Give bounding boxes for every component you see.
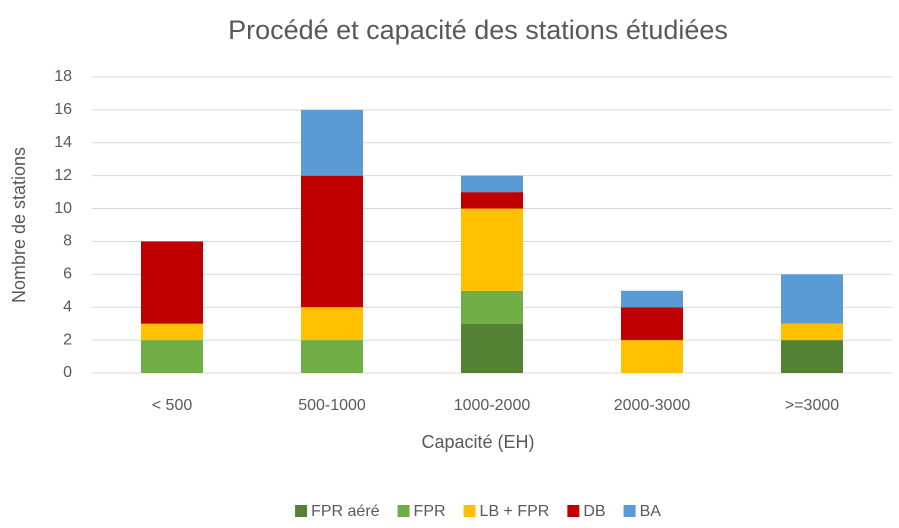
bar-segment: [141, 323, 203, 341]
x-tick-label: 500-1000: [298, 397, 366, 414]
legend-swatch: [463, 505, 476, 517]
bar-segment: [301, 340, 363, 373]
bar-segment: [461, 290, 523, 324]
y-tick-label: 2: [63, 331, 72, 348]
legend: FPR aéré FPR LB + FPR DB BA: [295, 503, 661, 520]
y-tick-label: 10: [54, 200, 72, 217]
bar-segment: [621, 340, 683, 373]
legend-swatch: [295, 505, 308, 517]
y-tick-label: 4: [63, 298, 72, 315]
chart-title: Procédé et capacité des stations étudiée…: [228, 15, 728, 45]
bar-segment: [461, 192, 523, 209]
x-tick-label: 1000-2000: [454, 397, 531, 414]
legend-label: FPR: [414, 503, 446, 520]
bar-segment: [621, 290, 683, 308]
legend-swatch: [623, 505, 636, 517]
x-tick-label: >=3000: [785, 397, 839, 414]
bar-segment: [461, 323, 523, 373]
bar-segment: [781, 340, 843, 373]
legend-label: DB: [583, 503, 605, 520]
bar-segment: [461, 175, 523, 193]
bar-segment: [781, 323, 843, 341]
bar-segment: [301, 109, 363, 176]
legend-label: LB + FPR: [480, 503, 550, 520]
bar-segment: [141, 340, 203, 373]
bar-segment: [301, 175, 363, 308]
bar-segment: [621, 307, 683, 341]
x-axis-label: Capacité (EH): [421, 432, 534, 452]
y-tick-label: 16: [54, 101, 72, 118]
y-tick-label: 12: [54, 167, 72, 184]
legend-label: BA: [640, 503, 662, 520]
bar-segment: [461, 208, 523, 291]
y-tick-label: 0: [63, 364, 72, 381]
x-tick-label: < 500: [152, 397, 193, 414]
y-tick-label: 6: [63, 266, 72, 283]
x-tick-label: 2000-3000: [614, 397, 691, 414]
bar-segment: [781, 274, 843, 324]
legend-label: FPR aéré: [311, 503, 380, 520]
bar-segment: [141, 241, 203, 324]
legend-swatch: [397, 505, 410, 517]
y-tick-label: 14: [54, 134, 72, 151]
y-tick-label: 8: [63, 233, 72, 250]
bar-segment: [301, 307, 363, 341]
legend-swatch: [567, 505, 580, 517]
y-axis-label: Nombre de stations: [9, 147, 29, 303]
y-tick-label: 18: [54, 68, 72, 85]
